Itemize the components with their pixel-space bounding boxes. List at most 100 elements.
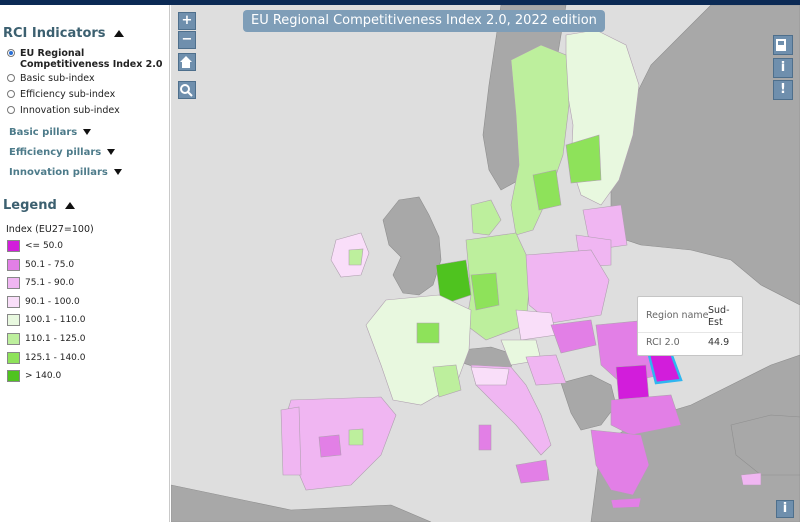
- search-button[interactable]: [178, 81, 196, 99]
- sweden-region: [510, 44, 570, 236]
- legend-swatch: [7, 370, 20, 383]
- legend-label: 90.1 - 100.0: [25, 296, 80, 307]
- indicator-option-basic[interactable]: Basic sub-index: [7, 73, 95, 84]
- chevron-down-icon[interactable]: [113, 169, 122, 175]
- radio-icon[interactable]: [7, 74, 15, 82]
- efficiency-pillars-toggle[interactable]: Efficiency pillars: [9, 147, 116, 158]
- alert-button[interactable]: !: [773, 80, 793, 100]
- home-button[interactable]: [178, 53, 196, 71]
- legend-item: 90.1 - 100.0: [7, 295, 80, 308]
- indicator-option-label: Basic sub-index: [20, 73, 95, 84]
- magnifier-icon: [180, 84, 193, 97]
- poland-region: [525, 249, 610, 324]
- tooltip-index-label: RCI 2.0: [646, 337, 680, 348]
- legend-subtitle: Index (EU27=100): [6, 224, 94, 235]
- zoom-out-button[interactable]: −: [178, 31, 196, 49]
- map-area[interactable]: EU Regional Competitiveness Index 2.0, 2…: [171, 5, 800, 522]
- greece-region: [590, 429, 650, 496]
- info-button[interactable]: i: [773, 58, 793, 78]
- portugal-region: [280, 406, 302, 476]
- north-italy-region: [470, 366, 510, 386]
- radio-icon[interactable]: [7, 90, 15, 98]
- info-icon: i: [780, 60, 786, 75]
- germany-region: [465, 232, 532, 341]
- legend-item: 110.1 - 125.0: [7, 333, 86, 345]
- rci-indicators-header[interactable]: RCI Indicators: [3, 26, 124, 41]
- pillar-label: Basic pillars: [9, 127, 78, 138]
- tooltip-name-value: Sud-Est: [708, 305, 730, 328]
- indicator-option-label: EU Regional Competitiveness Index 2.0: [20, 48, 163, 70]
- legend-swatch: [7, 333, 20, 345]
- alert-icon: !: [780, 82, 786, 97]
- innovation-pillars-toggle[interactable]: Innovation pillars: [9, 167, 122, 178]
- legend-header[interactable]: Legend: [3, 198, 75, 213]
- top-bar: [0, 0, 800, 5]
- legend-item: 100.1 - 110.0: [7, 314, 86, 327]
- crete-region: [610, 497, 642, 509]
- zoom-out-icon: −: [181, 32, 193, 47]
- indicator-option-innovation[interactable]: Innovation sub-index: [7, 105, 120, 116]
- legend-swatch: [7, 258, 20, 271]
- western-balkans-land: [560, 374, 617, 431]
- denmark-region: [470, 199, 502, 236]
- legend-label: 110.1 - 125.0: [25, 334, 86, 344]
- chevron-down-icon[interactable]: [83, 129, 92, 135]
- cyprus-region: [740, 472, 762, 486]
- radio-icon[interactable]: [7, 106, 15, 114]
- collapse-up-icon[interactable]: [113, 30, 124, 37]
- rci-indicators-title: RCI Indicators: [3, 26, 106, 41]
- italy-region: [470, 364, 552, 456]
- tooltip-divider: [638, 332, 742, 333]
- tooltip-name-label: Region name: [646, 310, 709, 321]
- slovenia-croatia-region: [525, 354, 567, 386]
- sidebar: RCI Indicators EU Regional Competitivene…: [0, 5, 170, 522]
- bulgaria-region: [610, 394, 682, 436]
- indicator-option-label: Innovation sub-index: [20, 105, 120, 116]
- home-icon: [180, 56, 192, 68]
- info-small-icon: i: [782, 501, 788, 516]
- stockholm-region: [532, 169, 562, 211]
- sud-est-region-highlight[interactable]: [647, 351, 683, 385]
- legend-swatch: [7, 295, 20, 308]
- legend-swatch: [7, 240, 20, 252]
- legend-label: 50.1 - 75.0: [25, 259, 75, 270]
- legend-item: 50.1 - 75.0: [7, 258, 75, 271]
- legend-label: > 140.0: [25, 371, 62, 382]
- legend-label: 75.1 - 90.0: [25, 278, 75, 289]
- collapse-up-icon[interactable]: [64, 202, 75, 209]
- legend-item: 75.1 - 90.0: [7, 277, 75, 290]
- sicily-region: [515, 459, 550, 484]
- region-tooltip: Region name Sud-Est RCI 2.0 44.9: [637, 296, 743, 356]
- germany-west-region: [470, 272, 500, 311]
- slovakia-hungary-region: [550, 319, 597, 354]
- indicator-option-label: Efficiency sub-index: [20, 89, 116, 100]
- czechia-region: [515, 309, 557, 341]
- zoom-in-icon: +: [181, 13, 193, 28]
- france-southeast-region: [432, 364, 462, 398]
- info-small-button[interactable]: i: [776, 500, 794, 518]
- indicator-option-efficiency[interactable]: Efficiency sub-index: [7, 89, 115, 100]
- chevron-down-icon[interactable]: [107, 149, 116, 155]
- indicator-option-rci[interactable]: EU Regional Competitiveness Index 2.0: [7, 48, 170, 70]
- basic-pillars-toggle[interactable]: Basic pillars: [9, 127, 92, 138]
- north-africa-land: [171, 484, 432, 522]
- bookmark-icon: [776, 39, 786, 51]
- spain-central-region: [318, 434, 342, 458]
- pillar-label: Innovation pillars: [9, 167, 108, 178]
- dublin-region: [348, 248, 364, 266]
- zoom-in-button[interactable]: +: [178, 12, 196, 30]
- legend-swatch: [7, 277, 20, 290]
- legend-label: <= 50.0: [25, 241, 63, 251]
- sardinia-region: [478, 424, 492, 451]
- radio-selected-icon[interactable]: [7, 49, 15, 57]
- great-britain-land: [382, 196, 442, 296]
- map-canvas[interactable]: [171, 5, 800, 522]
- legend-item: > 140.0: [7, 370, 62, 383]
- legend-item: <= 50.0: [7, 240, 63, 252]
- bookmark-button[interactable]: [773, 35, 793, 55]
- map-title: EU Regional Competitiveness Index 2.0, 2…: [243, 10, 605, 32]
- finland-south-region: [565, 134, 602, 184]
- turkey-land: [730, 414, 800, 476]
- legend-swatch: [7, 351, 20, 364]
- legend-swatch: [7, 314, 20, 327]
